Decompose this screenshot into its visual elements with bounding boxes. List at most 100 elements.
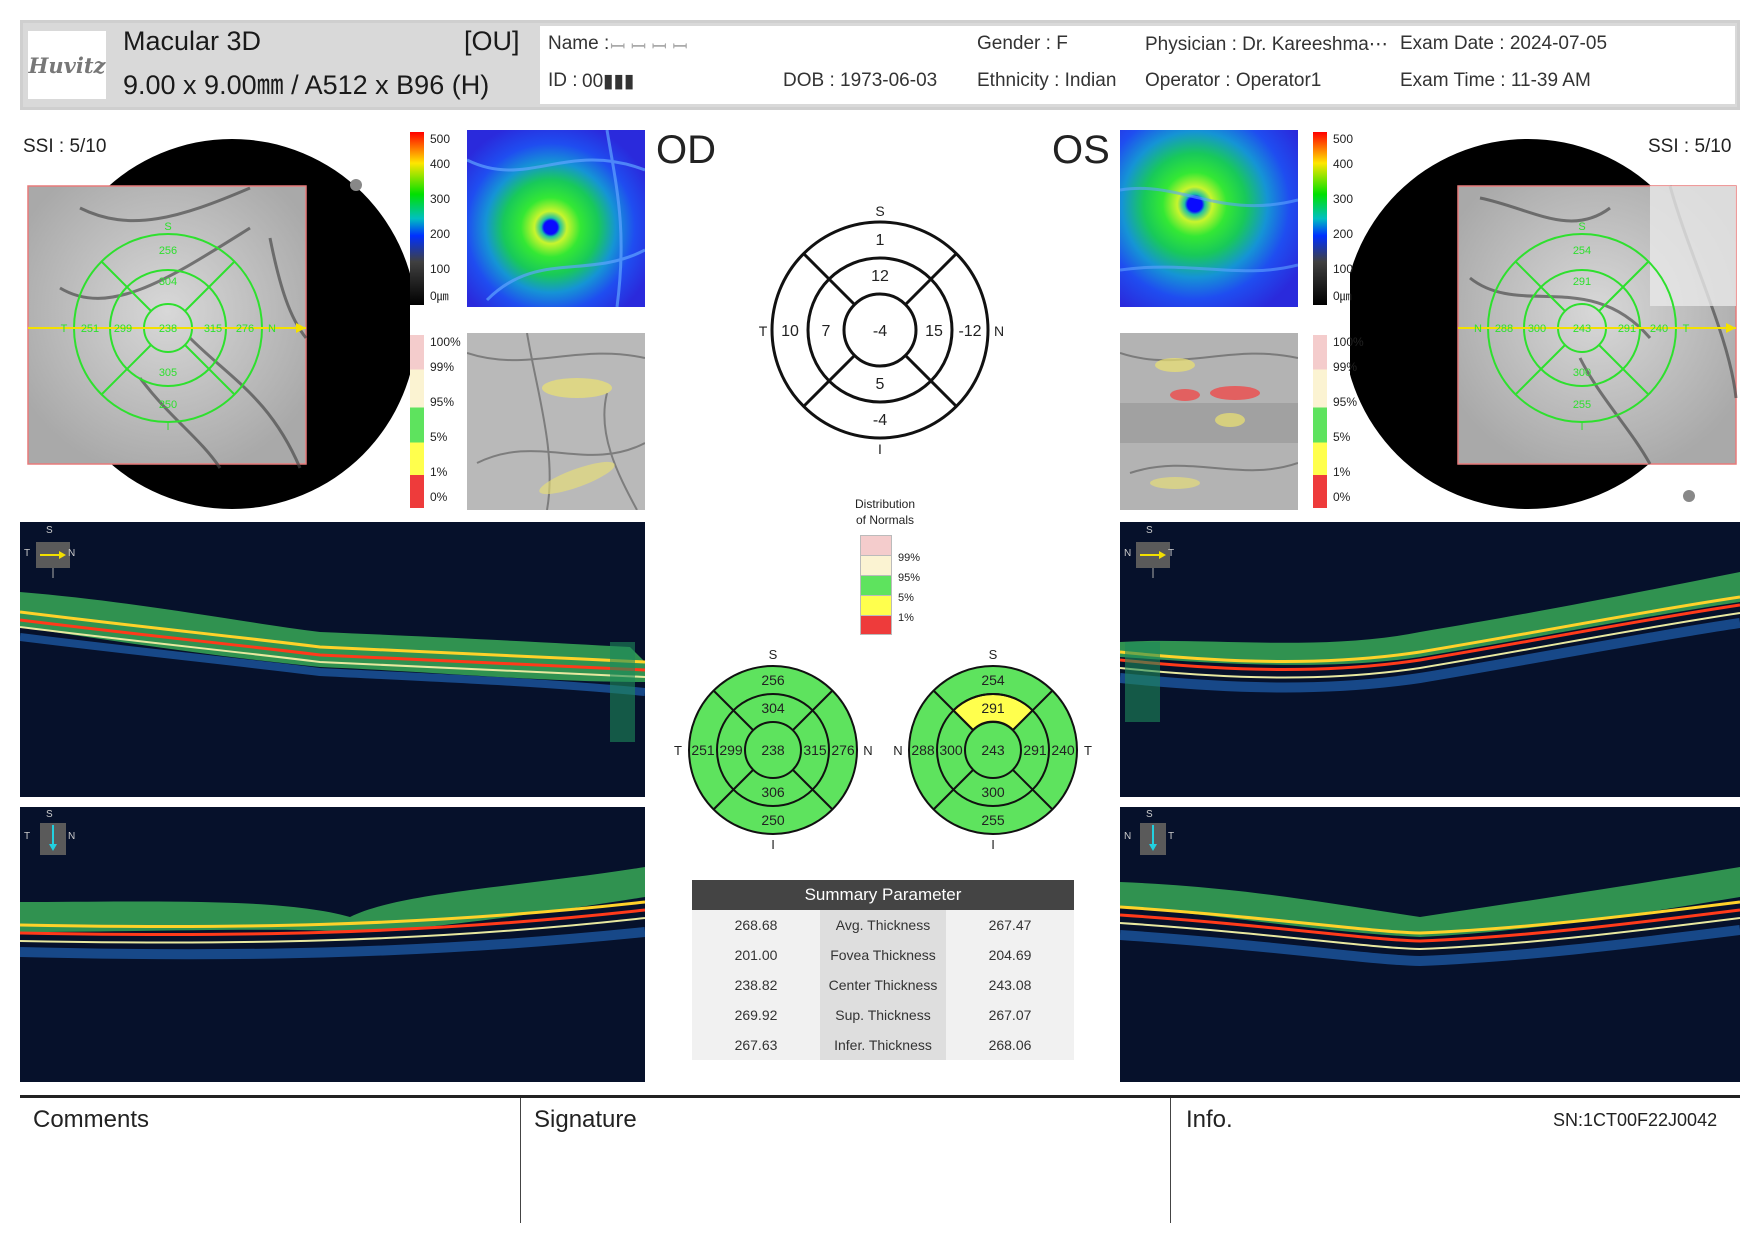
summary-param: Center Thickness — [820, 970, 946, 1000]
etdrs-os-inner-n: 291 — [1023, 742, 1047, 758]
legend-swatch-5 — [860, 575, 892, 595]
signature-label: Signature — [534, 1106, 637, 1133]
etdrs-od-inner-i: 306 — [761, 784, 785, 800]
os-deviation-overlay — [1120, 352, 1298, 489]
os-tick-300: 300 — [1333, 192, 1354, 206]
footer-separator-2 — [1170, 1098, 1171, 1223]
etdrs-od-outer-n: 276 — [831, 742, 855, 758]
od-pct-5: 5% — [430, 430, 448, 444]
od-percentile-colorbar — [410, 335, 424, 508]
summary-param: Fovea Thickness — [820, 940, 946, 970]
etdrs-os-outer-s: 254 — [981, 672, 1005, 688]
os-fundus-inner-t: 291 — [1618, 323, 1636, 335]
eye-label: [OU] — [464, 26, 520, 56]
os-bscan-horizontal: S N T — [1120, 522, 1740, 797]
etdrs-os-inner-i: 300 — [981, 784, 1005, 800]
od-ssi: SSI : 5/10 — [23, 136, 107, 157]
os-fundus-inner-s: 291 — [1573, 276, 1591, 288]
info-label: Info. — [1186, 1106, 1233, 1133]
os-bscan2-direction-icon — [1140, 823, 1166, 855]
os-bscan2-t: T — [1168, 831, 1175, 842]
ethnicity: Ethnicity : Indian — [977, 70, 1117, 91]
summary-os-value: 243.08 — [946, 970, 1074, 1000]
os-pct-5: 5% — [1333, 430, 1351, 444]
os-fundus-i: I — [1580, 421, 1583, 433]
diff-inner-i: 5 — [876, 376, 885, 393]
od-bscan1-n: N — [68, 548, 76, 559]
legend-swatch-1 — [860, 595, 892, 615]
os-bscan-horizontal-image — [1120, 572, 1740, 722]
diff-outer-t: 10 — [781, 323, 799, 340]
od-marker-dot — [350, 179, 362, 191]
gender: Gender : F — [977, 33, 1068, 54]
table-row: 201.00 Fovea Thickness 204.69 — [692, 940, 1074, 970]
od-fundus-t: T — [61, 323, 68, 335]
table-row: 267.63 Infer. Thickness 268.06 — [692, 1030, 1074, 1060]
os-fundus-center: 243 — [1573, 323, 1591, 335]
summary-od-value: 268.68 — [692, 910, 820, 940]
os-fundus-outer-i: 255 — [1573, 399, 1591, 411]
legend-label-1: 1% — [898, 612, 914, 624]
distribution-title-line1: Distribution — [854, 497, 916, 511]
diff-outer-s: 1 — [876, 232, 885, 249]
os-fundus-bright-patch — [1650, 186, 1736, 306]
od-bscan-horizontal-image — [20, 592, 645, 742]
os-bscan2-s: S — [1146, 809, 1153, 820]
legend-label-5: 5% — [898, 592, 914, 604]
distribution-legend-labels: 99% 95% 5% 1% — [898, 548, 920, 628]
os-percentile-colorbar — [1313, 335, 1327, 508]
os-fundus-s: S — [1578, 221, 1585, 233]
od-pct-99: 99% — [430, 360, 455, 374]
summary-od-value: 267.63 — [692, 1030, 820, 1060]
name-value: ꟷ ꟷ ꟷ ꟷ — [610, 37, 688, 58]
od-label: OD — [656, 128, 716, 172]
os-fundus-view: S 254 291 243 288 300 291 240 N T 300 25… — [1350, 139, 1738, 509]
od-bscan-vertical: S T N — [20, 807, 645, 1082]
od-pct-1: 1% — [430, 465, 448, 479]
os-pct-100: 100% — [1333, 335, 1364, 349]
od-tick-100: 100 — [430, 262, 451, 276]
os-fundus-n: N — [1474, 323, 1482, 335]
os-bscan1-direction-icon — [1136, 542, 1170, 578]
id-label: ID : — [548, 70, 578, 91]
os-pct-0: 0% — [1333, 490, 1351, 504]
distribution-title-line2: of Normals — [855, 513, 914, 527]
scan-spec: 9.00 x 9.00㎜ / A512 x B96 (H) — [123, 70, 490, 100]
od-fundus-center: 238 — [159, 323, 177, 335]
od-tick-500: 500 — [430, 132, 451, 146]
od-tick-200: 200 — [430, 227, 451, 241]
os-vessels — [1469, 185, 1738, 465]
huvitz-logo: Huvitz — [28, 31, 106, 99]
etdrs-os-outer-n: 240 — [1051, 742, 1075, 758]
od-pct-100: 100% — [430, 335, 461, 349]
os-bscan1-s: S — [1146, 525, 1153, 536]
exam-time: Exam Time : 11-39 AM — [1400, 70, 1591, 91]
diff-center: -4 — [873, 323, 887, 340]
etdrs-od-inner-t: 299 — [719, 742, 743, 758]
od-fundus-inner-s: 304 — [159, 276, 177, 288]
exam-date: Exam Date : 2024-07-05 — [1400, 33, 1608, 54]
summary-od-value: 269.92 — [692, 1000, 820, 1030]
diff-n: N — [994, 323, 1004, 339]
id-value: 00▮▮▮ — [582, 71, 635, 92]
od-thickness-scale: 500 400 300 200 100 0㎛ — [410, 130, 460, 307]
os-pct-99: 99% — [1333, 360, 1358, 374]
os-fundus-inner-n: 300 — [1528, 323, 1546, 335]
os-tick-500: 500 — [1333, 132, 1354, 146]
os-tick-200: 200 — [1333, 227, 1354, 241]
os-thickness-colorbar — [1313, 132, 1327, 305]
distribution-legend-bar — [860, 535, 892, 635]
os-bscan-vertical-image — [1120, 867, 1740, 967]
od-tick-400: 400 — [430, 157, 451, 171]
summary-param: Avg. Thickness — [820, 910, 946, 940]
od-fundus-inner-t: 299 — [114, 323, 132, 335]
etdrs-od-inner-s: 304 — [761, 700, 785, 716]
report-header: Huvitz Macular 3D [OU] 9.00 x 9.00㎜ / A5… — [20, 20, 1740, 110]
etdrs-os-center: 243 — [981, 742, 1005, 758]
etdrs-od-outer-t: 251 — [691, 742, 715, 758]
od-fundus-view: S 256 304 238 251 299 315 276 T N 305 25… — [27, 139, 410, 509]
od-fundus-outer-t: 251 — [81, 323, 99, 335]
etdrs-od-s: S — [769, 647, 778, 662]
os-ssi: SSI : 5/10 — [1648, 136, 1732, 157]
difference-grid: S 1 12 -4 10 7 15 -12 T N 5 -4 I — [759, 203, 1004, 457]
